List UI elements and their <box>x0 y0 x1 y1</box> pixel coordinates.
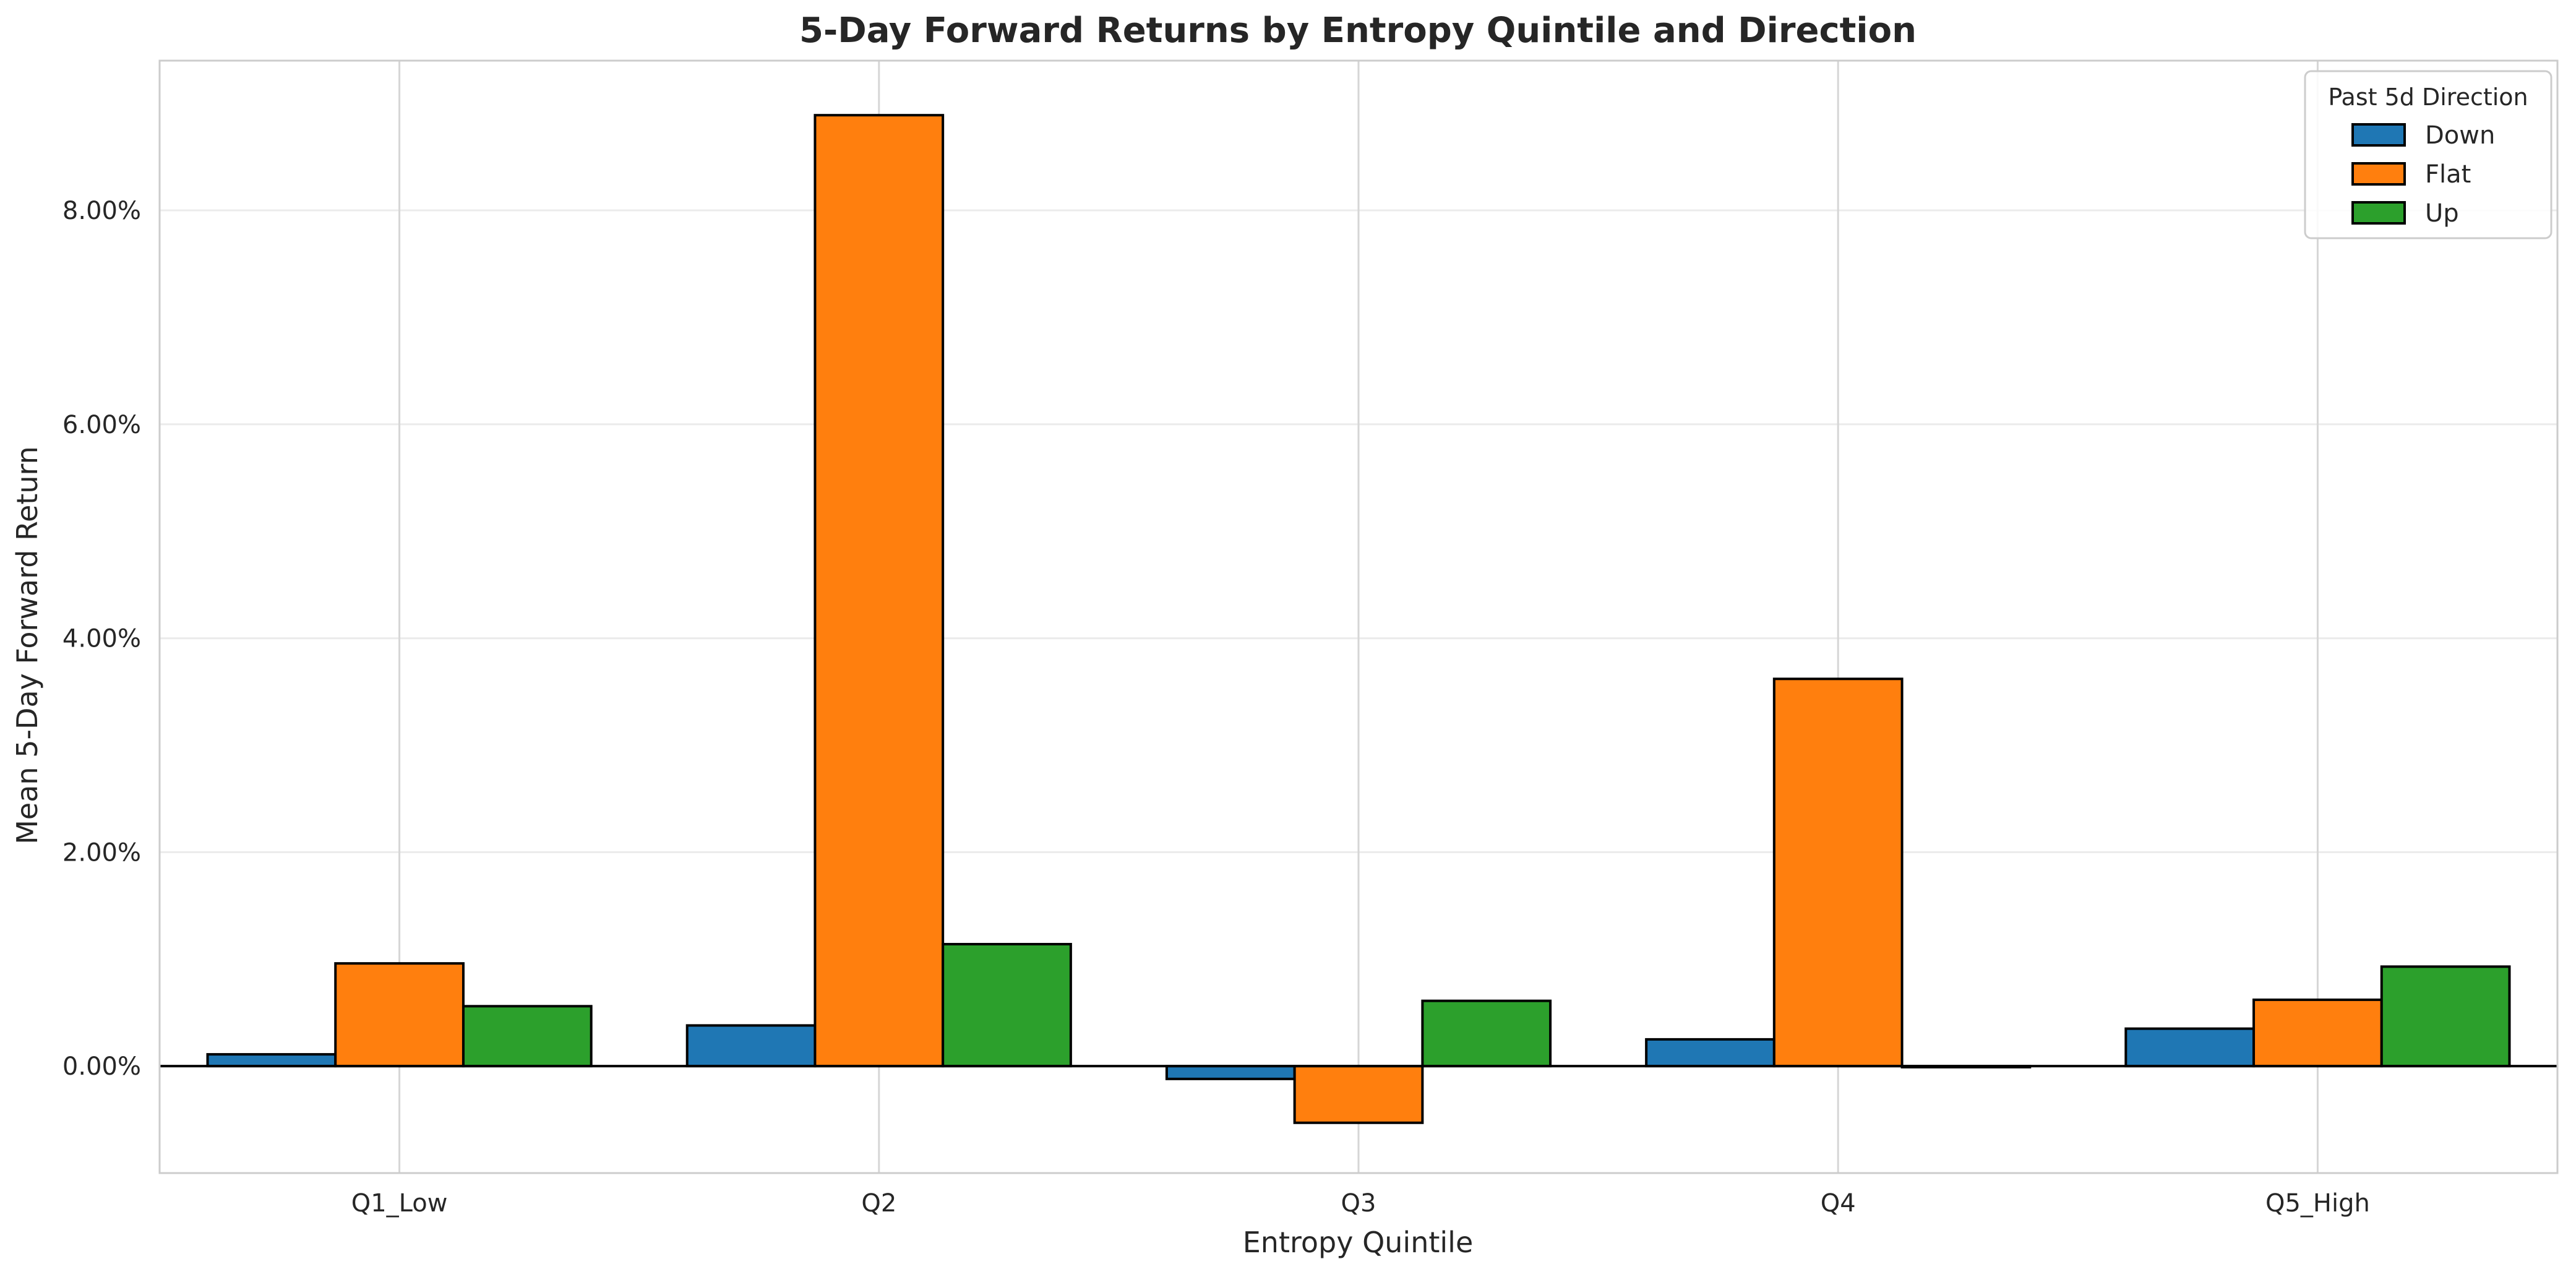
x-axis-label: Entropy Quintile <box>1243 1226 1474 1259</box>
legend-box <box>2304 70 2552 239</box>
y-tick-label: 0.00% <box>62 1052 141 1081</box>
x-tick-label: Q1_Low <box>351 1189 448 1218</box>
legend: Past 5d Direction Down Flat Up <box>2304 70 2552 239</box>
y-axis-label: Mean 5-Day Forward Return <box>11 446 44 845</box>
legend-title: Past 5d Direction <box>2328 84 2528 111</box>
y-tick-label: 2.00% <box>62 838 141 867</box>
x-tick-label: Q2 <box>861 1189 896 1218</box>
bar-up-q5_high <box>2380 965 2511 1068</box>
x-tick-label: Q3 <box>1341 1189 1376 1218</box>
x-tick-label: Q4 <box>1821 1189 1856 1218</box>
bar-down-q4 <box>1645 1038 1775 1068</box>
bar-down-q2 <box>685 1024 817 1068</box>
chart-title: 5-Day Forward Returns by Entropy Quintil… <box>799 11 1917 51</box>
y-tick-label: 4.00% <box>62 625 141 653</box>
bar-down-q1_low <box>206 1053 337 1068</box>
bar-up-q1_low <box>462 1005 593 1068</box>
bar-up-q3 <box>1421 999 1552 1068</box>
bar-flat-q4 <box>1772 677 1904 1068</box>
x-tick-labels: Q1_Low Q2 Q3 Q4 Q5_High <box>351 1189 2370 1218</box>
plot-frame <box>158 59 2559 1174</box>
y-tick-label: 6.00% <box>62 411 141 439</box>
bar-flat-q2 <box>814 114 945 1068</box>
legend-swatch-down <box>2351 123 2406 147</box>
y-tick-label: 8.00% <box>62 197 141 225</box>
bar-down-q3 <box>1165 1065 1296 1080</box>
legend-label-up: Up <box>2425 199 2459 228</box>
legend-label-flat: Flat <box>2425 160 2471 189</box>
legend-label-down: Down <box>2425 121 2495 150</box>
legend-items: Down Flat Up <box>2351 121 2495 228</box>
bar-up-q2 <box>942 943 1072 1068</box>
bar-flat-q1_low <box>334 962 465 1068</box>
bar-down-q5_high <box>2124 1027 2256 1068</box>
x-tick-label: Q5_High <box>2265 1189 2370 1218</box>
legend-swatch-flat <box>2351 162 2406 186</box>
y-tick-labels: 0.00% 2.00% 4.00% 6.00% 8.00% <box>62 197 141 1081</box>
legend-swatch-up <box>2351 201 2406 225</box>
bar-flat-q3 <box>1293 1065 1424 1124</box>
bar-flat-q5_high <box>2252 998 2383 1068</box>
